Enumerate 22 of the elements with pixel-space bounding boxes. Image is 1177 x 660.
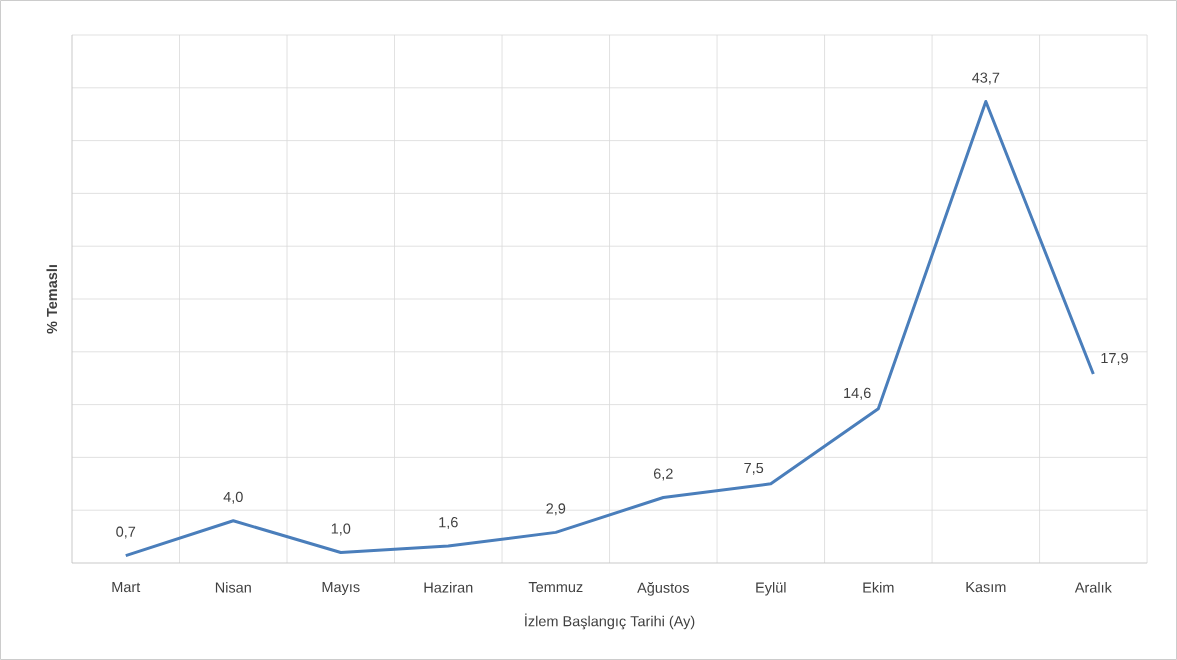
data-label: 43,7: [972, 72, 1000, 85]
y-axis-title: % Temaslı: [46, 265, 58, 334]
x-tick-label: Mayıs: [322, 582, 360, 596]
data-label: 1,0: [331, 523, 351, 536]
x-tick-label: Temmuz: [528, 582, 583, 593]
data-label: 1,6: [439, 517, 458, 530]
data-label: 14,6: [844, 387, 871, 400]
x-tick-label: Aralık: [1074, 582, 1112, 593]
data-label: 0,7: [116, 526, 136, 539]
data-label: 2,9: [546, 503, 566, 516]
x-tick-label: Kasım: [966, 582, 1006, 593]
x-tick-label: Ağustos: [637, 582, 689, 596]
x-axis-title: İzlem Başlangıç Tarihi (Ay): [525, 613, 695, 630]
x-tick-label: Mart: [112, 582, 141, 593]
data-label: 6,2: [653, 468, 673, 481]
x-tick-label: Nisan: [215, 582, 251, 593]
x-tick-label: Ekim: [863, 582, 894, 593]
data-label: 17,9: [1101, 352, 1128, 365]
x-tick-label: Eylül: [756, 582, 786, 596]
data-label: 7,5: [744, 462, 764, 475]
data-label: 4,0: [223, 491, 243, 504]
x-tick-label: Haziran: [424, 582, 473, 593]
